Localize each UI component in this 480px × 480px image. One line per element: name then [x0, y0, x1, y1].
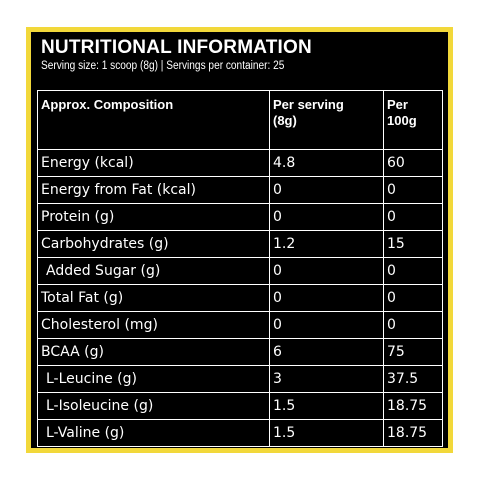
nutrition-table: Approx. Composition Per serving (8g) Per… — [37, 90, 443, 447]
per-serving-value: 0 — [269, 176, 384, 204]
per-100g-value: 37.5 — [383, 365, 443, 393]
nutrition-label-border: NUTRITIONAL INFORMATION Serving size: 1 … — [26, 27, 453, 453]
per-100g-value: 0 — [383, 284, 443, 312]
per-100g-value: 0 — [383, 176, 443, 204]
nutrient-name: BCAA (g) — [37, 338, 270, 366]
nutrient-name: L-Valine (g) — [37, 419, 270, 447]
per-serving-value: 0 — [269, 284, 384, 312]
table-row: Cholesterol (mg) 0 0 — [37, 311, 443, 339]
nutrient-name: L-Leucine (g) — [37, 365, 270, 393]
per-serving-value: 1.5 — [269, 419, 384, 447]
table-row: Added Sugar (g) 0 0 — [37, 257, 443, 285]
nutrient-name: Carbohydrates (g) — [37, 230, 270, 258]
nutrient-name: Added Sugar (g) — [37, 257, 270, 285]
table-row: Energy (kcal) 4.8 60 — [37, 149, 443, 177]
per-serving-value: 0 — [269, 203, 384, 231]
per-serving-value: 6 — [269, 338, 384, 366]
header-composition: Approx. Composition — [37, 90, 270, 150]
per-100g-value: 0 — [383, 257, 443, 285]
serving-info: Serving size: 1 scoop (8g) | Servings pe… — [41, 60, 285, 72]
per-serving-value: 0 — [269, 311, 384, 339]
per-serving-value: 0 — [269, 257, 384, 285]
table-header-row: Approx. Composition Per serving (8g) Per… — [37, 90, 443, 150]
per-100g-value: 75 — [383, 338, 443, 366]
nutrient-name: Protein (g) — [37, 203, 270, 231]
header-per-100g-line1: Per — [387, 97, 408, 112]
table-row: Carbohydrates (g) 1.2 15 — [37, 230, 443, 258]
per-serving-value: 4.8 — [269, 149, 384, 177]
per-100g-value: 18.75 — [383, 392, 443, 420]
header-per-serving-line1: Per serving — [273, 97, 344, 112]
table-row: Protein (g) 0 0 — [37, 203, 443, 231]
header-per-100g: Per 100g — [383, 90, 443, 150]
per-100g-value: 0 — [383, 203, 443, 231]
table-row: L-Isoleucine (g) 1.5 18.75 — [37, 392, 443, 420]
nutrient-name: Total Fat (g) — [37, 284, 270, 312]
per-100g-value: 15 — [383, 230, 443, 258]
nutrient-name: Cholesterol (mg) — [37, 311, 270, 339]
per-serving-value: 1.2 — [269, 230, 384, 258]
table-row: L-Leucine (g) 3 37.5 — [37, 365, 443, 393]
table-row: Total Fat (g) 0 0 — [37, 284, 443, 312]
per-100g-value: 0 — [383, 311, 443, 339]
nutrient-name: Energy from Fat (kcal) — [37, 176, 270, 204]
table-row: L-Valine (g) 1.5 18.75 — [37, 419, 443, 447]
per-100g-value: 60 — [383, 149, 443, 177]
header-per-100g-line2: 100g — [387, 113, 417, 128]
per-serving-value: 1.5 — [269, 392, 384, 420]
label-title: NUTRITIONAL INFORMATION — [41, 37, 312, 58]
header-per-serving-line2: (8g) — [273, 113, 297, 128]
per-serving-value: 3 — [269, 365, 384, 393]
per-100g-value: 18.75 — [383, 419, 443, 447]
table-row: Energy from Fat (kcal) 0 0 — [37, 176, 443, 204]
nutrition-label: NUTRITIONAL INFORMATION Serving size: 1 … — [31, 32, 448, 448]
table-row: BCAA (g) 6 75 — [37, 338, 443, 366]
nutrient-name: Energy (kcal) — [37, 149, 270, 177]
header-per-serving: Per serving (8g) — [269, 90, 384, 150]
nutrient-name: L-Isoleucine (g) — [37, 392, 270, 420]
